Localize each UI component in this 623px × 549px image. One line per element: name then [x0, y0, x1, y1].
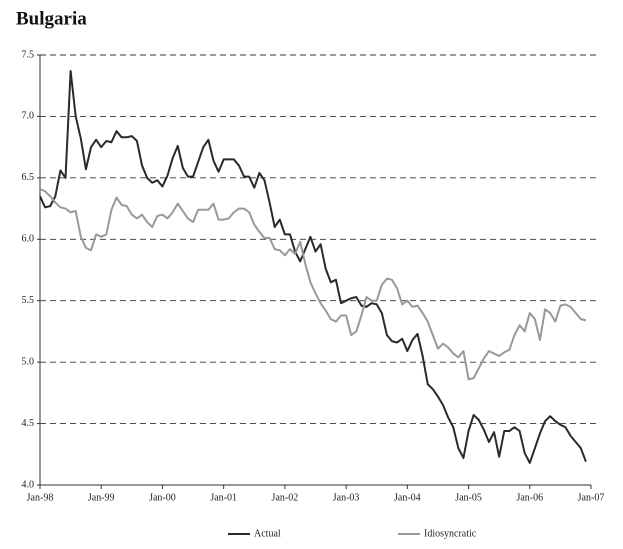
- series-line: [39, 69, 587, 464]
- x-tick-label: Jan-07: [578, 492, 605, 503]
- x-tick-label: Jan-05: [455, 492, 482, 503]
- y-tick-label: 5.0: [22, 356, 35, 367]
- x-tick-label: Jan-02: [272, 492, 299, 503]
- y-tick-label: 4.0: [22, 479, 35, 490]
- y-tick-label: 6.0: [22, 234, 35, 245]
- series-line: [39, 188, 587, 381]
- x-tick-label: Jan-06: [516, 492, 543, 503]
- x-tick-label: Jan-04: [394, 492, 421, 503]
- x-tick-label: Jan-99: [88, 492, 115, 503]
- legend-label: Actual: [254, 528, 281, 539]
- x-tick-label: Jan-03: [333, 492, 360, 503]
- y-tick-label: 7.0: [22, 111, 35, 122]
- y-tick-label: 4.5: [22, 418, 35, 429]
- y-tick-label: 6.5: [22, 172, 35, 183]
- x-tick-label: Jan-00: [149, 492, 176, 503]
- y-tick-label: 5.5: [22, 295, 35, 306]
- chart-title: Bulgaria: [16, 8, 87, 29]
- legend-label: Idiosyncratic: [424, 528, 477, 539]
- x-tick-label: Jan-98: [27, 492, 54, 503]
- x-tick-label: Jan-01: [210, 492, 237, 503]
- y-tick-label: 7.5: [22, 49, 35, 60]
